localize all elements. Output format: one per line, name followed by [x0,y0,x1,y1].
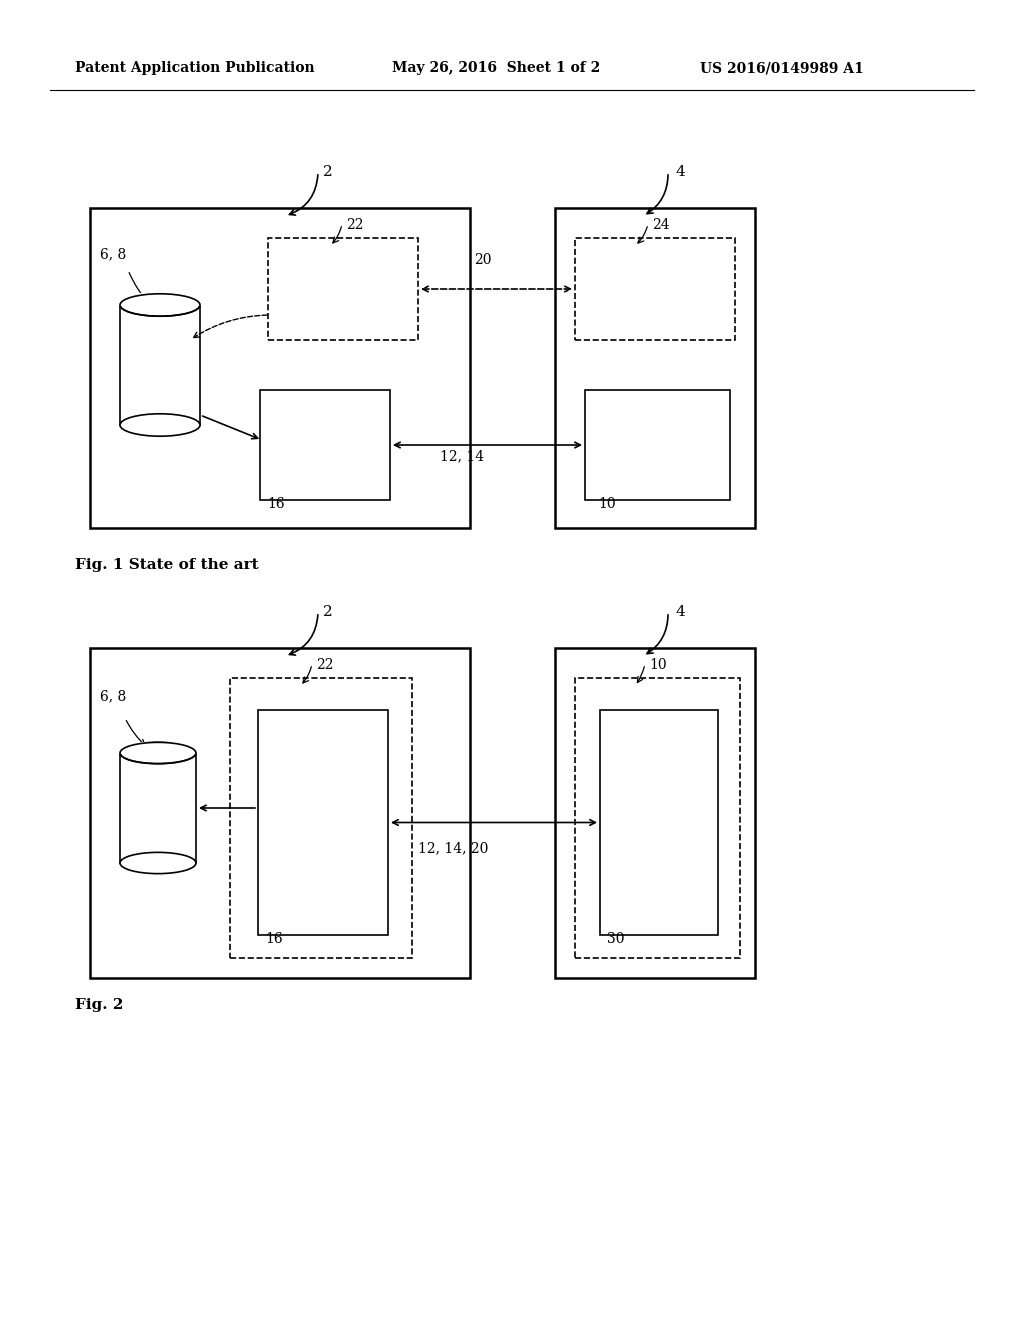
Text: 2: 2 [323,605,333,619]
Text: 4: 4 [675,605,685,619]
Bar [260,389,390,500]
Bar [120,752,196,863]
Text: 12, 14: 12, 14 [440,449,484,463]
Text: 6, 8: 6, 8 [100,689,126,704]
Bar [90,648,470,978]
Text: US 2016/0149989 A1: US 2016/0149989 A1 [700,61,864,75]
Text: May 26, 2016  Sheet 1 of 2: May 26, 2016 Sheet 1 of 2 [392,61,600,75]
Text: Fig. 2: Fig. 2 [75,998,123,1012]
Ellipse shape [120,742,196,764]
Text: 22: 22 [346,218,364,232]
Text: 20: 20 [474,253,492,267]
Text: Fig. 1 State of the art: Fig. 1 State of the art [75,558,259,572]
Text: Patent Application Publication: Patent Application Publication [75,61,314,75]
Text: 2: 2 [323,165,333,180]
Bar [585,389,730,500]
Bar [575,238,735,341]
Text: 10: 10 [649,657,667,672]
Text: 12, 14, 20: 12, 14, 20 [418,841,488,855]
Text: 30: 30 [607,932,625,946]
Bar [119,742,197,754]
Bar [555,648,755,978]
Bar [230,678,412,958]
Text: 10: 10 [598,498,615,511]
Text: 16: 16 [265,932,283,946]
Bar [575,678,740,958]
Bar [258,710,388,935]
Text: 22: 22 [316,657,334,672]
Bar [600,710,718,935]
Bar [120,305,200,425]
Text: 4: 4 [675,165,685,180]
Text: 16: 16 [267,498,285,511]
Ellipse shape [120,294,200,317]
Bar [555,209,755,528]
Text: 24: 24 [652,218,670,232]
Text: 6, 8: 6, 8 [100,247,126,261]
Ellipse shape [120,853,196,874]
Bar [90,209,470,528]
Ellipse shape [120,413,200,436]
Bar [119,293,201,306]
Bar [268,238,418,341]
